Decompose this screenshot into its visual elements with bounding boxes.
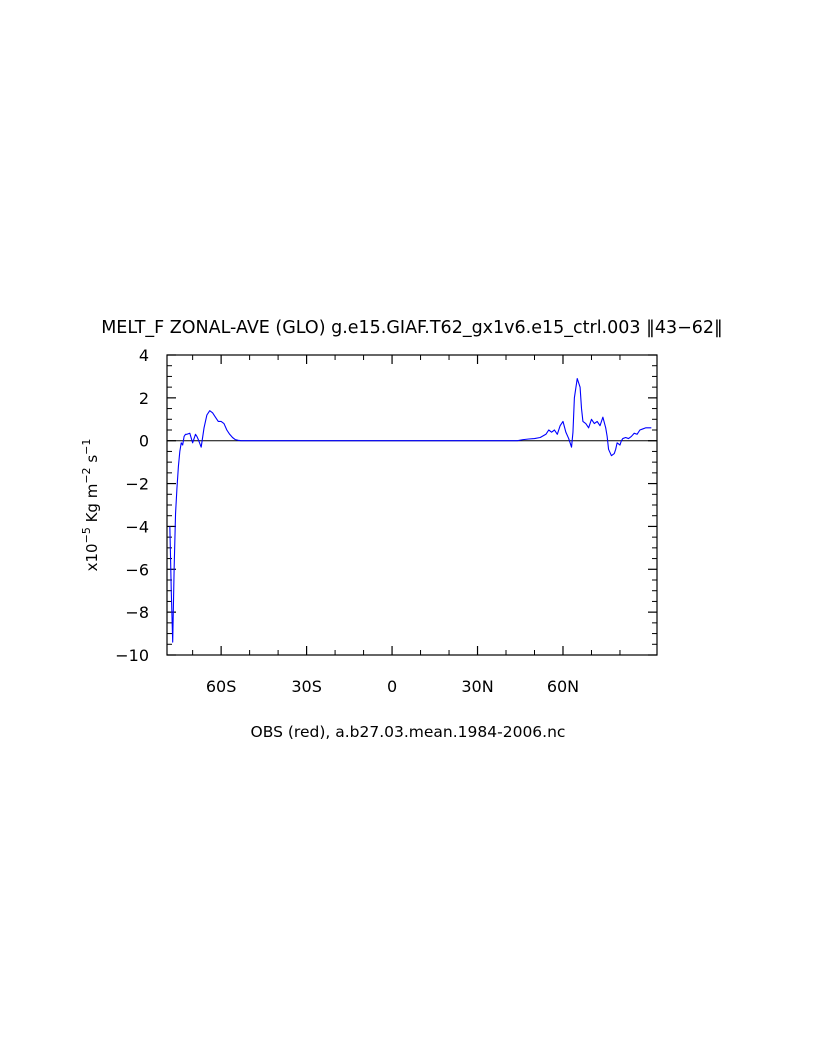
- y-tick-label: 0: [139, 432, 149, 451]
- x-tick-label: 60S: [206, 677, 237, 696]
- y-axis: 4 2 0 −2 −4 −6 −8 −10: [115, 346, 657, 665]
- y-label-unit-1: Kg m: [83, 484, 101, 528]
- series-line-0: [169, 378, 652, 643]
- y-label-prefix: x10: [83, 543, 101, 571]
- y-tick-label: −10: [115, 646, 149, 665]
- x-tick-label: 60N: [547, 677, 579, 696]
- series-group: [169, 378, 652, 643]
- plot-frame: [166, 354, 658, 656]
- x-tick-label: 0: [387, 677, 397, 696]
- y-tick-label: −6: [125, 560, 149, 579]
- y-label-exp: −5: [80, 527, 93, 543]
- x-axis: 60S 30S 0 30N 60N: [192, 355, 621, 696]
- y-axis-label: x10−5 Kg m−2 s−1: [80, 439, 101, 572]
- x-tick-label: 30S: [291, 677, 322, 696]
- chart-title: MELT_F ZONAL-AVE (GLO) g.e15.GIAF.T62_gx…: [101, 318, 723, 338]
- y-tick-label: −8: [125, 603, 149, 622]
- y-tick-label: 2: [139, 389, 149, 408]
- y-tick-label: 4: [139, 346, 149, 365]
- y-tick-label: −4: [125, 517, 149, 536]
- y-label-unit-1-exp: −2: [80, 467, 93, 483]
- x-axis-label: OBS (red), a.b27.03.mean.1984-2006.nc: [251, 723, 566, 741]
- y-label-unit-2-exp: −1: [80, 439, 93, 455]
- y-tick-label: −2: [125, 475, 149, 494]
- x-tick-label: 30N: [461, 677, 493, 696]
- y-label-unit-2: s: [83, 455, 101, 468]
